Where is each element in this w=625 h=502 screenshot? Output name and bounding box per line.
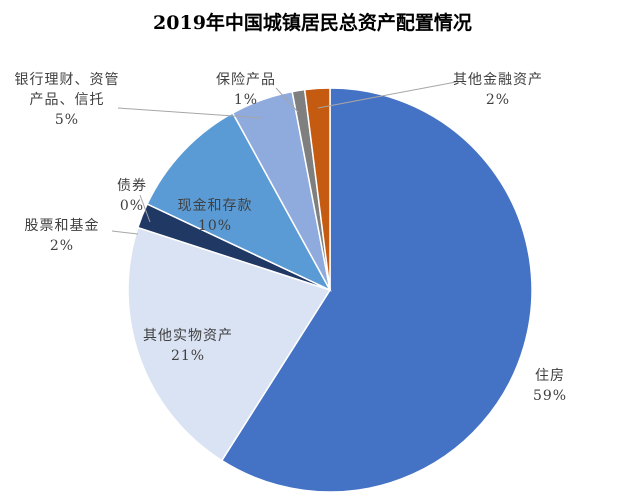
category-label: 其他实物资产 — [143, 328, 233, 344]
category-label: 股票和基金 — [24, 218, 100, 234]
value-label: 0% — [119, 198, 145, 214]
leader-line — [275, 87, 299, 113]
category-label: 债券 — [117, 178, 147, 194]
value-label: 2% — [49, 238, 75, 254]
value-label: 2% — [485, 92, 511, 108]
pie-slice — [303, 87, 331, 291]
category-label: 保险产品 — [216, 72, 276, 88]
category-label: 住房 — [535, 368, 565, 384]
category-label: 银行理财、资管产品、信托 — [14, 72, 120, 108]
chart-title: 2019年中国城镇居民总资产配置情况 — [153, 12, 472, 34]
slice-label: 住房 59% — [528, 366, 572, 406]
value-label: 21% — [170, 348, 206, 364]
leader-line — [117, 107, 263, 119]
leader-line — [317, 81, 457, 109]
value-label: 1% — [233, 92, 259, 108]
pie-slice — [220, 87, 533, 493]
value-label: 5% — [54, 112, 80, 128]
slice-label: 银行理财、资管产品、信托 5% — [12, 70, 122, 130]
pie-slice — [127, 226, 332, 462]
slice-label: 债券 0% — [108, 176, 156, 216]
category-label: 现金和存款 — [177, 198, 253, 214]
slice-label: 其他金融资产 2% — [448, 70, 548, 110]
value-label: 59% — [532, 388, 568, 404]
slice-label: 股票和基金 2% — [12, 216, 112, 256]
leader-line — [111, 230, 139, 235]
leader-line — [139, 194, 151, 223]
slice-label: 现金和存款 10% — [160, 196, 270, 236]
slice-label: 其他实物资产 21% — [140, 326, 236, 366]
slice-label: 保险产品 1% — [204, 70, 288, 110]
category-label: 其他金融资产 — [453, 72, 543, 88]
value-label: 10% — [197, 218, 233, 234]
